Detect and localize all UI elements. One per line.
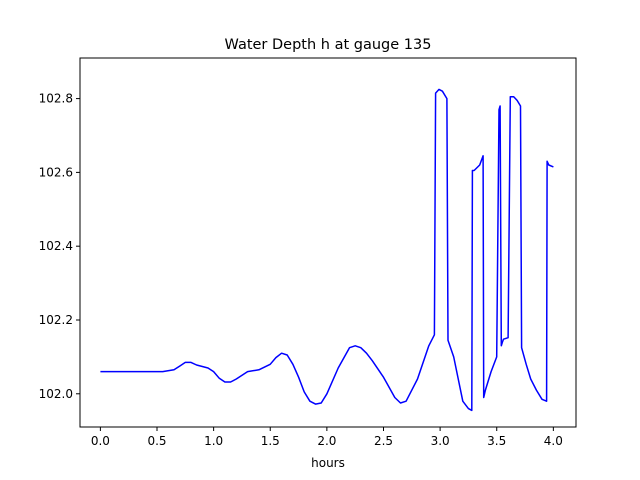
x-axis-label: hours	[311, 456, 345, 470]
x-tick-label: 4.0	[544, 434, 563, 448]
x-axis: 0.0 0.5 1.0 1.5 2.0 2.5 3.0 3.5 4.0	[91, 427, 563, 448]
chart-title: Water Depth h at gauge 135	[225, 37, 432, 53]
x-tick-label: 2.5	[374, 434, 393, 448]
y-tick-label: 102.0	[39, 387, 73, 401]
series-layer	[100, 88, 554, 412]
x-tick-label: 3.0	[431, 434, 450, 448]
y-axis: 102.0 102.2 102.4 102.6 102.8	[39, 92, 80, 401]
x-tick-label: 0.5	[147, 434, 166, 448]
x-tick-label: 1.5	[261, 434, 280, 448]
x-tick-label: 2.0	[317, 434, 336, 448]
y-tick-label: 102.8	[39, 92, 73, 106]
y-tick-label: 102.6	[39, 165, 73, 179]
x-tick-label: 0.0	[91, 434, 110, 448]
y-tick-label: 102.2	[39, 313, 73, 327]
x-tick-label: 1.0	[204, 434, 223, 448]
y-tick-label: 102.4	[39, 239, 73, 253]
x-tick-label: 3.5	[487, 434, 506, 448]
series-line	[100, 88, 554, 412]
plot-area-frame	[79, 57, 577, 428]
